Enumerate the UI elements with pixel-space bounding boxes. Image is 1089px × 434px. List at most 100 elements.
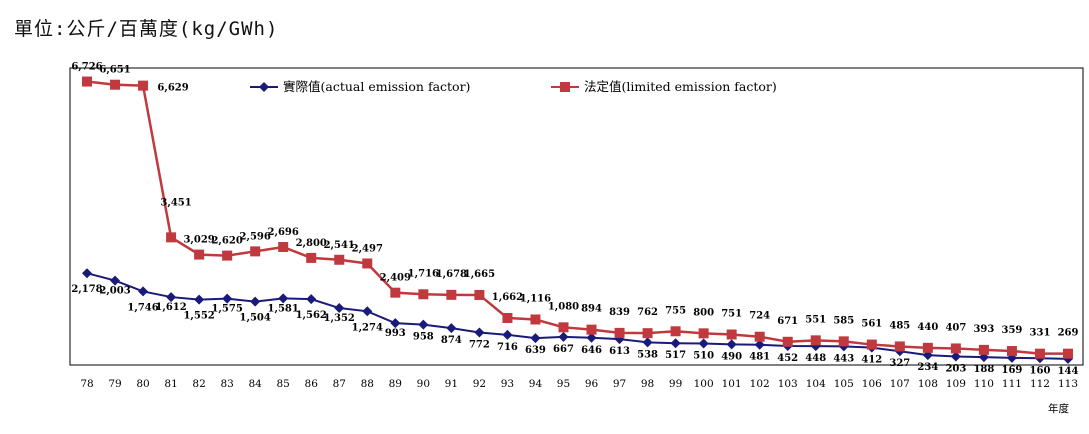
- limited-point: [866, 339, 877, 350]
- limited-point: [138, 80, 149, 91]
- actual-data-label: 144: [1058, 366, 1079, 377]
- actual-point: [306, 294, 317, 305]
- x-tick-label: 111: [1002, 378, 1022, 390]
- actual-point: [670, 338, 681, 349]
- x-tick-label: 109: [946, 378, 966, 390]
- limited-data-label: 2,541: [324, 240, 355, 251]
- x-tick-label: 96: [585, 378, 599, 390]
- limited-data-label: 724: [749, 311, 770, 322]
- actual-point: [474, 327, 485, 338]
- actual-point: [110, 275, 121, 286]
- limited-point: [418, 289, 429, 300]
- limited-point: [474, 289, 485, 300]
- actual-point: [166, 292, 177, 303]
- limited-data-label: 1,080: [548, 301, 579, 312]
- limited-point: [530, 314, 541, 325]
- x-tick-label: 87: [333, 378, 346, 390]
- unit-title: 單位:公斤/百萬度(kg/GWh): [14, 18, 279, 40]
- actual-data-label: 639: [525, 345, 546, 356]
- actual-data-label: 1,552: [183, 311, 214, 322]
- x-tick-label: 110: [974, 378, 994, 390]
- actual-point: [642, 337, 653, 348]
- actual-data-label: 2,178: [71, 284, 102, 295]
- x-tick-label: 88: [361, 378, 374, 390]
- limited-data-label: 894: [581, 304, 602, 315]
- limited-data-label: 3,451: [160, 197, 191, 208]
- x-tick-label: 113: [1058, 378, 1078, 390]
- x-tick-label: 101: [722, 378, 742, 390]
- limited-point: [558, 322, 569, 333]
- x-tick-label: 105: [834, 378, 854, 390]
- x-tick-label: 90: [417, 378, 430, 390]
- limited-point: [362, 258, 373, 269]
- x-tick-label: 112: [1030, 378, 1050, 390]
- actual-data-label: 1,562: [296, 310, 327, 321]
- limited-point: [1034, 348, 1045, 359]
- limited-point: [838, 336, 849, 347]
- limited-point: [922, 342, 933, 353]
- x-tick-label: 99: [669, 378, 682, 390]
- x-tick-label: 84: [248, 378, 262, 390]
- actual-data-label: 452: [777, 353, 798, 364]
- limited-data-label: 800: [693, 307, 714, 318]
- actual-point: [586, 332, 597, 343]
- limited-point: [390, 287, 401, 298]
- legend-limited-label: 法定值(limited emission factor): [584, 79, 777, 94]
- x-tick-label: 79: [108, 378, 121, 390]
- actual-data-label: 1,504: [240, 313, 271, 324]
- limited-point: [250, 246, 261, 257]
- x-unit-label: 年度: [1048, 402, 1070, 415]
- x-tick-label: 83: [220, 378, 233, 390]
- actual-point: [390, 318, 401, 329]
- x-tick-label: 100: [694, 378, 714, 390]
- limited-data-label: 762: [637, 307, 658, 318]
- x-tick-label: 95: [557, 378, 570, 390]
- actual-data-label: 169: [1002, 365, 1023, 376]
- limited-point: [166, 232, 177, 243]
- actual-point: [446, 323, 457, 334]
- actual-data-label: 443: [833, 353, 854, 364]
- actual-point: [754, 339, 765, 350]
- actual-data-label: 1,274: [352, 322, 383, 333]
- x-tick-label: 106: [862, 378, 882, 390]
- limited-data-label: 2,620: [211, 236, 242, 247]
- actual-point: [502, 329, 513, 340]
- limited-data-label: 561: [861, 319, 882, 330]
- limited-data-label: 2,409: [380, 273, 411, 284]
- actual-point: [950, 351, 961, 362]
- limited-point: [334, 254, 345, 265]
- x-tick-label: 92: [473, 378, 486, 390]
- actual-data-label: 716: [497, 342, 518, 353]
- limited-point: [222, 250, 233, 261]
- x-tick-labels: 78 79 80 81 82 83 84 85 86 87 88 89 90 91 92 93 94 95 96 97…: [80, 378, 1078, 390]
- limited-point: [194, 249, 205, 260]
- plot-frame: [69, 67, 1084, 366]
- limited-data-label: 393: [973, 324, 994, 335]
- x-tick-label: 108: [918, 378, 938, 390]
- limited-data-label: 407: [945, 322, 966, 333]
- legend-actual-marker: [259, 82, 269, 92]
- x-tick-label: 103: [778, 378, 798, 390]
- actual-data-label: 993: [385, 328, 406, 339]
- actual-series-line: [86, 272, 1069, 360]
- limited-point: [698, 328, 709, 339]
- actual-data-label: 874: [441, 335, 462, 346]
- limited-data-label: 2,696: [268, 227, 299, 238]
- limited-data-label: 755: [665, 305, 686, 316]
- limited-data-label: 331: [1030, 328, 1051, 339]
- limited-point: [978, 344, 989, 355]
- actual-data-label: 1,581: [268, 303, 299, 314]
- actual-data-label: 646: [581, 345, 602, 356]
- limited-data-label: 6,651: [99, 65, 130, 76]
- actual-point: [362, 306, 373, 317]
- limited-data-label: 585: [833, 315, 854, 326]
- limited-point: [586, 324, 597, 335]
- actual-data-label: 667: [553, 344, 574, 355]
- x-tick-label: 85: [277, 378, 290, 390]
- limited-data-label: 269: [1058, 328, 1079, 339]
- actual-data-label: 958: [413, 332, 434, 343]
- actual-data-label: 448: [805, 353, 826, 364]
- x-tick-label: 81: [164, 378, 177, 390]
